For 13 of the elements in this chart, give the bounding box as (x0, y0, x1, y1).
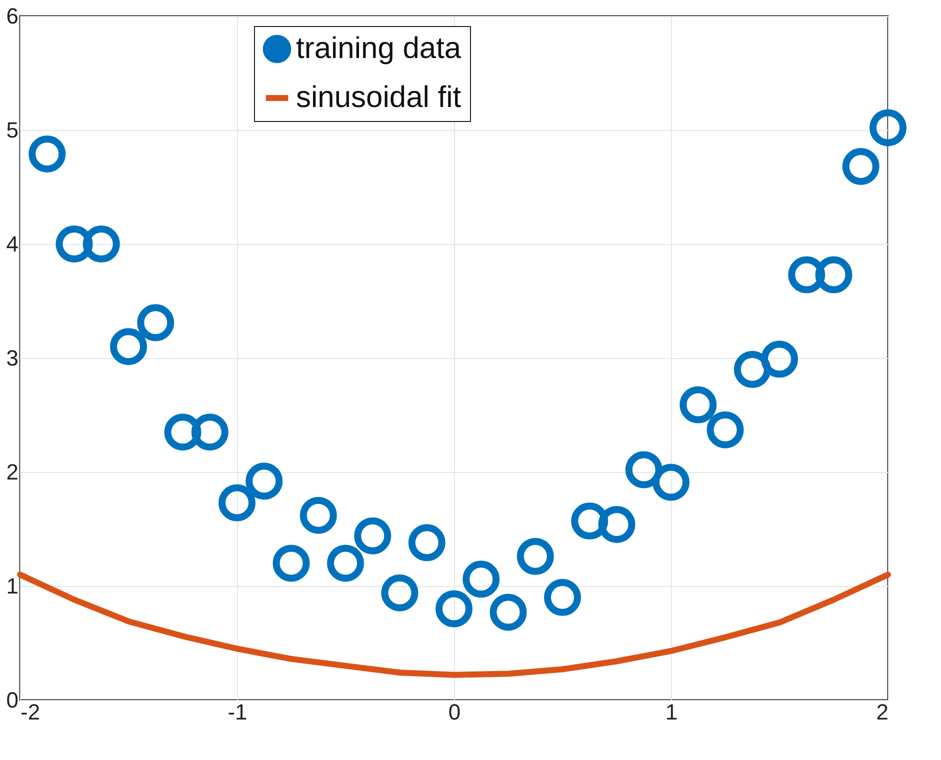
y-tick-label: 6 (6, 4, 18, 28)
y-tick-label: 4 (6, 232, 18, 256)
x-tick-label: 1 (665, 700, 678, 724)
x-tick-label: -1 (228, 700, 248, 724)
y-tick-label: 1 (6, 574, 18, 598)
y-tick-label: 5 (6, 118, 18, 142)
x-tick-label: -2 (20, 700, 40, 724)
x-tick-label: 2 (876, 700, 888, 724)
legend-label: sinusoidal fit (296, 81, 462, 114)
y-tick-label: 2 (6, 460, 18, 484)
legend-label: training data (296, 32, 462, 65)
y-tick-label: 3 (6, 346, 18, 370)
x-tick-label: 0 (448, 700, 461, 724)
